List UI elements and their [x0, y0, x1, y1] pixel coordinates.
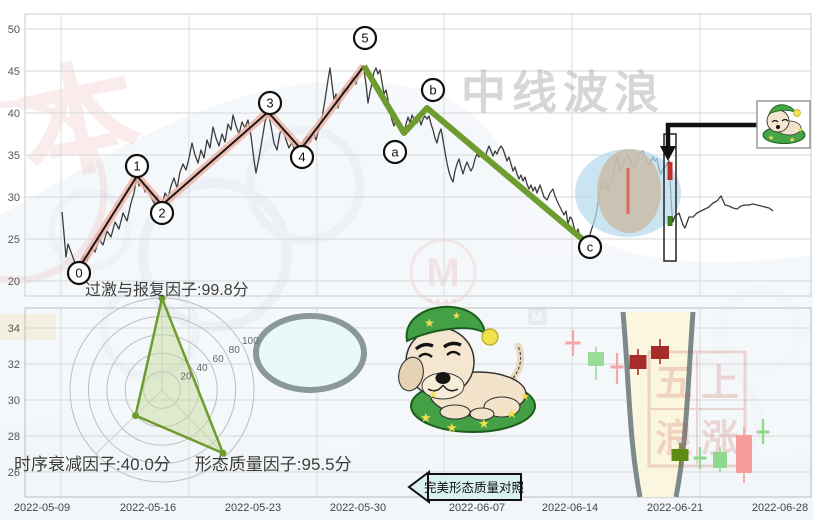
- bottom-factor-labels: 时序衰减因子:40.0分 形态质量因子:95.5分: [14, 450, 352, 475]
- svg-text:★: ★: [424, 316, 435, 330]
- callout-arrow: [665, 122, 757, 147]
- svg-text:32: 32: [8, 359, 20, 371]
- svg-text:100: 100: [242, 336, 259, 347]
- svg-text:2: 2: [158, 206, 165, 221]
- seal-watermark: 五上浪涨: [647, 350, 747, 468]
- quality-factor-label: 形态质量因子:95.5分: [194, 455, 352, 474]
- red-seal-watermark-top-left: 本: [0, 44, 151, 284]
- svg-text:★: ★: [506, 406, 518, 421]
- chart-annotations: ★ ★ ★: [575, 100, 811, 262]
- callout-arrow-head: [660, 146, 676, 161]
- svg-text:五: 五: [655, 363, 693, 405]
- svg-text:★: ★: [768, 134, 774, 142]
- svg-text:★: ★: [446, 420, 458, 435]
- svg-text:本: 本: [6, 44, 151, 200]
- candle-pattern-ellipse: [253, 313, 367, 393]
- elliott-wave-overlay: 0 1 2 3 4 5 a b c: [66, 25, 603, 286]
- svg-text:45: 45: [8, 66, 20, 78]
- svg-text:b: b: [429, 83, 436, 98]
- svg-text:M: M: [426, 251, 459, 295]
- svg-text:1: 1: [133, 159, 140, 174]
- svg-text:5: 5: [361, 31, 368, 46]
- svg-text:上: 上: [701, 363, 739, 405]
- svg-text:★: ★: [797, 126, 803, 134]
- svg-text:40: 40: [8, 108, 20, 120]
- mini-dog-icon: ★ ★ ★: [762, 104, 806, 144]
- svg-text:30: 30: [8, 395, 20, 407]
- svg-text:M: M: [532, 310, 542, 324]
- watermark-title: 中线波浪: [461, 67, 666, 118]
- svg-text:34: 34: [8, 323, 20, 335]
- svg-text:★: ★: [428, 389, 438, 401]
- svg-text:2022-06-14: 2022-06-14: [542, 502, 598, 514]
- perfect-pattern-callout: 完美形态质量对照: [407, 470, 524, 504]
- svg-text:★: ★: [420, 410, 432, 425]
- svg-text:40: 40: [196, 363, 208, 374]
- svg-text:★: ★: [520, 391, 530, 403]
- svg-text:35: 35: [8, 150, 20, 162]
- decay-factor-label: 时序衰减因子:40.0分: [14, 455, 171, 474]
- svg-text:50: 50: [8, 24, 20, 36]
- svg-text:a: a: [391, 145, 399, 160]
- svg-text:2022-05-30: 2022-05-30: [330, 502, 386, 514]
- svg-text:80: 80: [229, 345, 241, 356]
- svg-text:20: 20: [180, 372, 192, 383]
- svg-text:★: ★: [478, 416, 490, 431]
- svg-text:★: ★: [789, 136, 795, 144]
- svg-text:0: 0: [75, 266, 82, 281]
- svg-text:4: 4: [298, 150, 305, 165]
- svg-text:2022-05-23: 2022-05-23: [225, 502, 281, 514]
- svg-text:28: 28: [8, 431, 20, 443]
- svg-text:2022-06-07: 2022-06-07: [449, 502, 505, 514]
- svg-text:60: 60: [213, 354, 225, 365]
- svg-text:3: 3: [266, 96, 273, 111]
- svg-text:26: 26: [8, 467, 20, 479]
- perfect-pattern-label: 完美形态质量对照: [424, 480, 524, 495]
- svg-text:2022-06-21: 2022-06-21: [647, 502, 703, 514]
- svg-text:c: c: [587, 240, 594, 255]
- svg-text:25: 25: [8, 234, 20, 246]
- svg-text:30: 30: [8, 192, 20, 204]
- svg-text:2022-06-28: 2022-06-28: [752, 502, 808, 514]
- svg-text:2022-05-16: 2022-05-16: [120, 502, 176, 514]
- axes-grid: [24, 13, 812, 498]
- svg-text:2022-05-09: 2022-05-09: [14, 502, 70, 514]
- sleeping-dog-illustration: ★ ★ ★ ★ ★ ★ ★ ★: [398, 305, 536, 435]
- overshoot-factor-label: 过激与报复因子:99.8分: [85, 282, 249, 299]
- svg-text:20: 20: [8, 276, 20, 288]
- svg-text:★: ★: [452, 311, 461, 322]
